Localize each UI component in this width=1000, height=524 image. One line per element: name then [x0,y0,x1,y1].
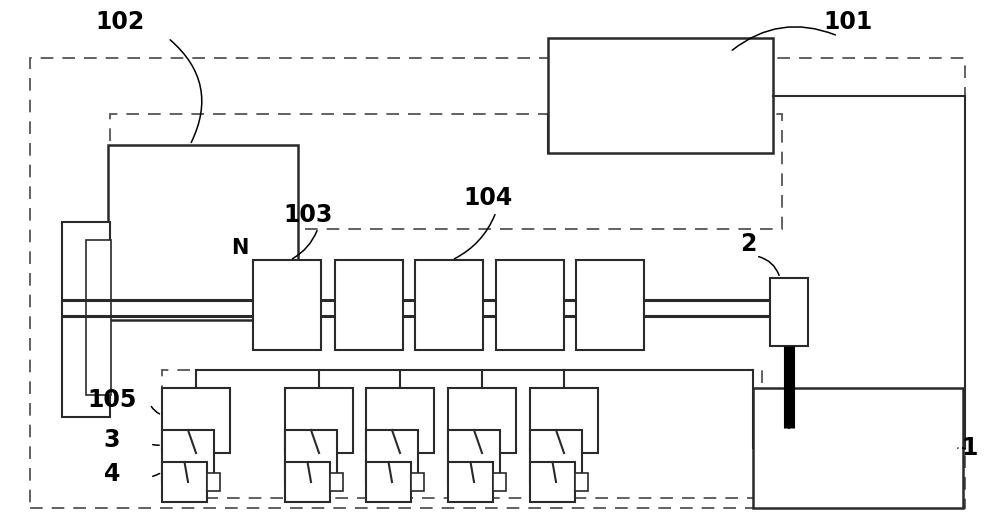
Bar [30,58,965,508]
Bar [770,278,808,346]
Bar [548,38,773,153]
Text: 3: 3 [104,428,120,452]
Bar [162,388,230,453]
Bar [330,473,343,491]
Bar [576,260,644,350]
Text: 104: 104 [463,186,513,210]
Text: 101: 101 [823,10,873,34]
Bar [575,473,588,491]
Text: 105: 105 [87,388,137,412]
Bar [62,222,110,417]
Bar [253,260,321,350]
Bar [285,462,330,502]
Bar [530,388,598,453]
Bar [207,473,220,491]
Bar [448,462,493,502]
Text: 103: 103 [283,203,333,227]
Bar [530,462,575,502]
Bar [162,430,214,482]
Bar [366,462,411,502]
Bar [411,473,424,491]
Bar [162,370,762,498]
Bar [285,388,353,453]
Bar [530,430,582,482]
Text: 102: 102 [95,10,145,34]
Bar [415,260,483,350]
Text: N: N [231,238,249,258]
Bar [162,462,207,502]
Bar [496,260,564,350]
Bar [448,388,516,453]
Bar [86,240,111,395]
Bar [285,430,337,482]
Text: 4: 4 [104,462,120,486]
Bar [753,388,963,508]
Bar [448,430,500,482]
Bar [493,473,506,491]
Bar [366,430,418,482]
Text: 2: 2 [740,232,756,256]
Bar [108,145,298,320]
Bar [366,388,434,453]
Text: 1: 1 [962,436,978,460]
Bar [110,114,782,229]
Bar [335,260,403,350]
